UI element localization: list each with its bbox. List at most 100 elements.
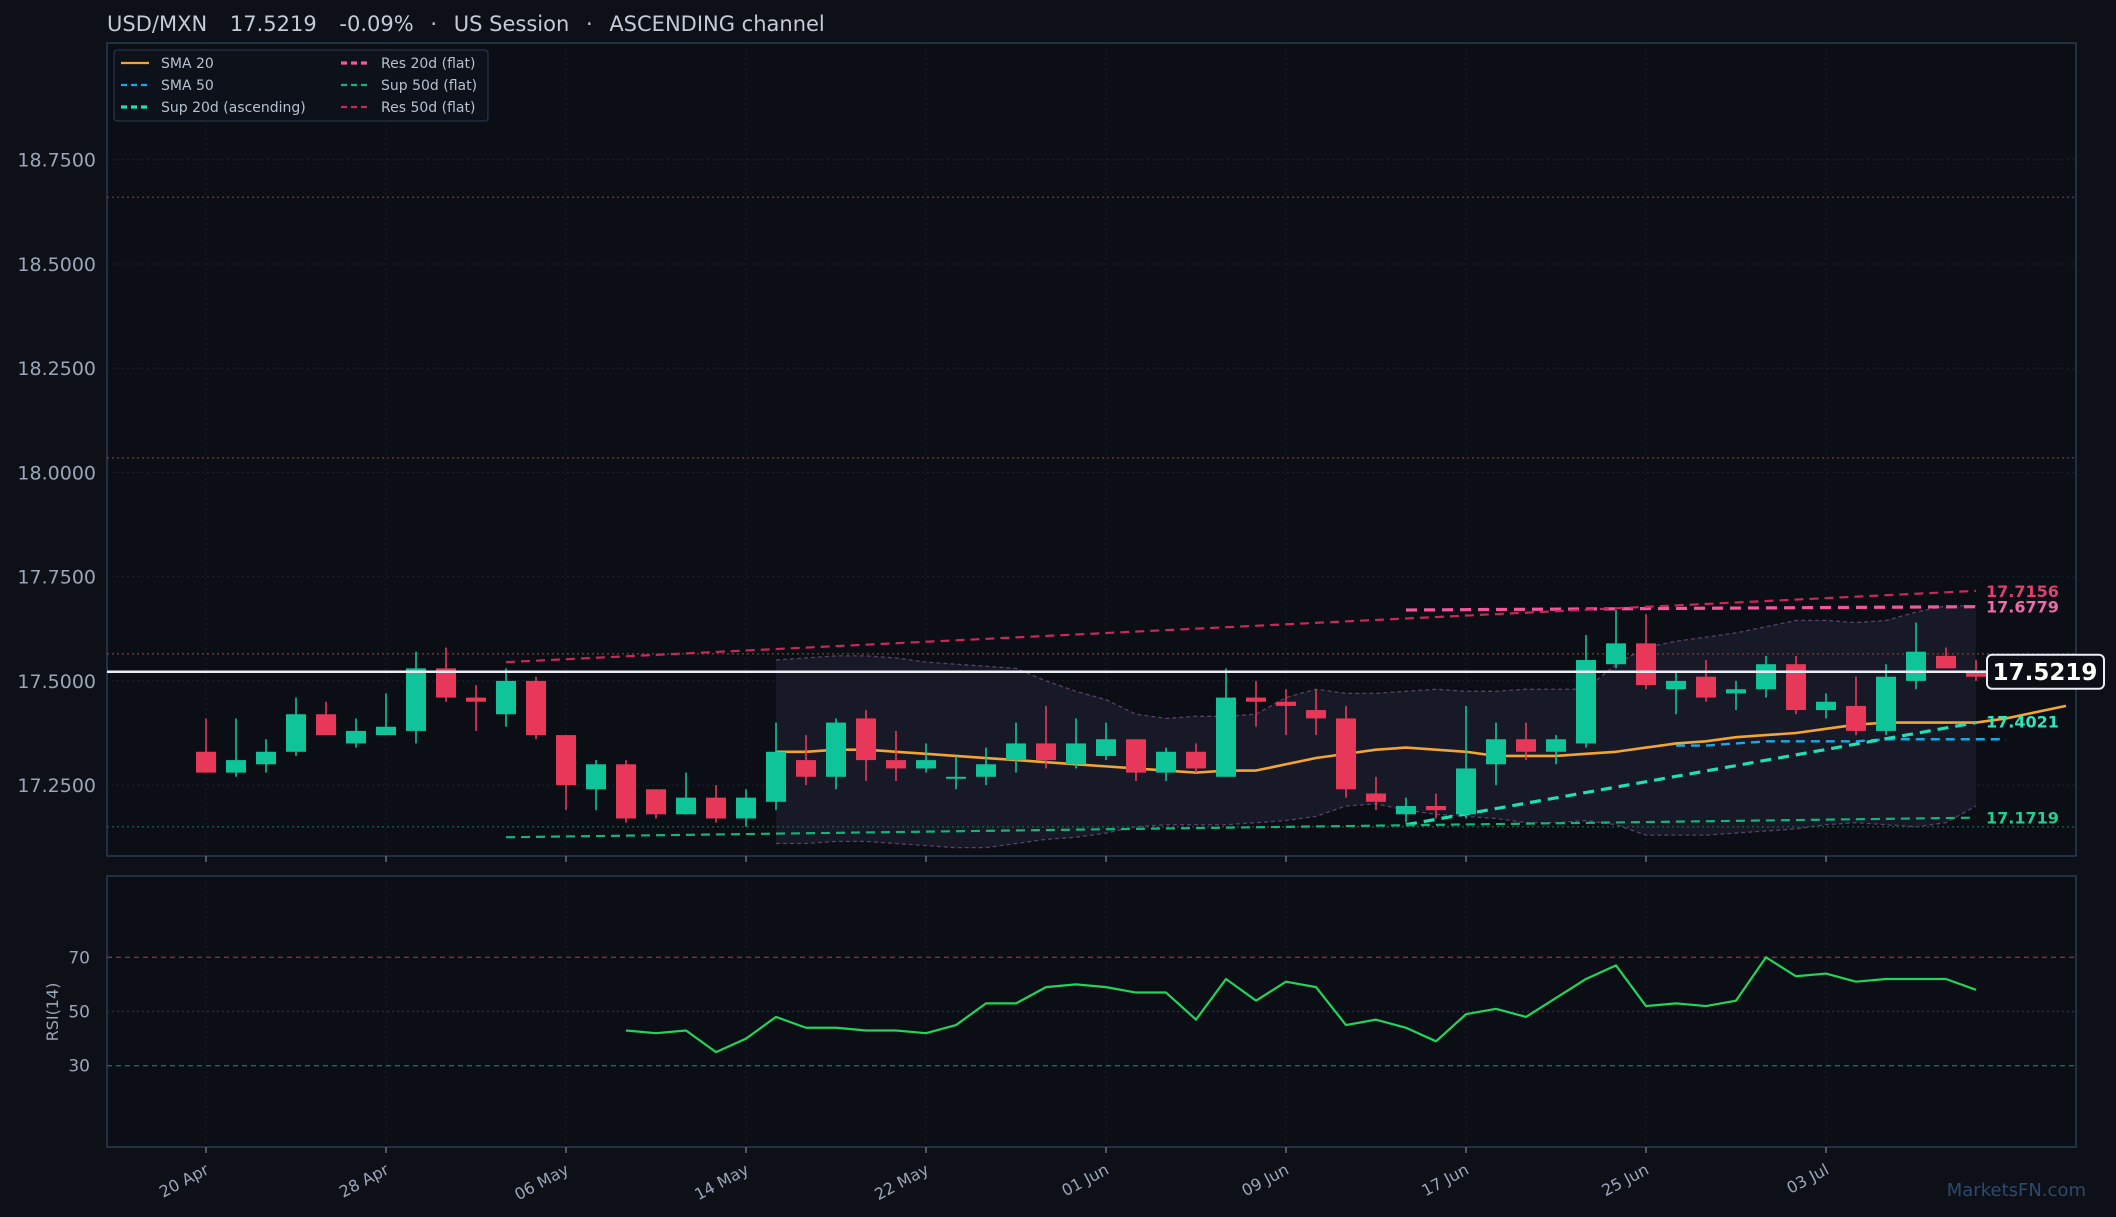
rsi-y-axis: 30 50 70 (68, 948, 90, 1076)
candle-body (1006, 743, 1026, 761)
candle-body (526, 680, 546, 736)
candle (856, 710, 876, 781)
rsi-series-line (625, 956, 1977, 1054)
series-line-sup-50d-flat- (505, 816, 1977, 839)
candle-body (1246, 697, 1266, 702)
candle (1066, 718, 1086, 769)
legend-label: Sup 50d (flat) (381, 78, 477, 94)
legend-box (113, 49, 489, 122)
candle (916, 743, 936, 773)
candle-body (1726, 689, 1746, 694)
candle (1006, 722, 1026, 773)
candle (1696, 660, 1716, 702)
candle (736, 789, 756, 827)
candle (676, 772, 696, 815)
candle (1816, 693, 1836, 719)
legend-entry: SMA 20 (121, 56, 214, 72)
candle-body (556, 735, 576, 786)
candle-body (1966, 672, 1986, 677)
price-tick-label: 18.7500 (17, 150, 96, 172)
candle (286, 697, 306, 756)
candle-body (1456, 768, 1476, 815)
res50-value-label: 17.7156 (1986, 582, 2059, 601)
candle-body (256, 751, 276, 765)
candle (886, 730, 906, 781)
series-line-sup-20d-ascending- (1405, 721, 1977, 827)
candle (526, 676, 546, 740)
legend-label: Res 20d (flat) (381, 56, 475, 72)
candle-body (1666, 680, 1686, 690)
candle-body (706, 797, 726, 819)
reference-lines (107, 196, 2076, 828)
candle-body (1696, 676, 1716, 698)
title-channel: ASCENDING channel (609, 12, 824, 36)
candle-body (1486, 739, 1506, 765)
candle (1846, 676, 1866, 736)
candle (1486, 722, 1506, 786)
candle (316, 701, 336, 736)
candle (226, 718, 246, 777)
legend-label: SMA 50 (161, 78, 214, 94)
candle (1426, 793, 1446, 819)
candle-body (1546, 739, 1566, 752)
rsi-guide-lines (107, 876, 2076, 1147)
title-sep-1: · (430, 12, 437, 36)
series-line-res-50d-flat- (505, 589, 1977, 664)
candle (1726, 680, 1746, 711)
candle-body (1186, 751, 1206, 769)
current-price-label: 17.5219 (1993, 660, 2098, 686)
candle-body (196, 751, 216, 773)
watermark: MarketsFN.com (1947, 1180, 2086, 1201)
candle-body (436, 668, 456, 698)
candle-body (886, 760, 906, 769)
series-line-res-20d-flat- (1405, 605, 1977, 612)
price-tick-label: 17.2500 (17, 775, 96, 797)
rsi-tick-label: 70 (68, 948, 90, 968)
candle (436, 647, 456, 702)
candle-body (1846, 705, 1866, 731)
candle-body (1426, 805, 1446, 811)
res20-value-label: 17.6779 (1986, 598, 2059, 617)
candle-body (856, 718, 876, 761)
title-change: -0.09% (339, 12, 413, 36)
candle-body (1816, 701, 1836, 711)
candle-body (1576, 660, 1596, 744)
candle (1276, 689, 1296, 736)
legend: SMA 20 SMA 50 Sup 20d (ascending) Res 20d (… (113, 49, 489, 122)
current-price-line: 17.5219 (107, 653, 2105, 690)
candle (376, 693, 396, 736)
candle-body (916, 760, 936, 769)
candle (646, 789, 666, 819)
candle (1126, 739, 1146, 781)
candle-body (1036, 743, 1056, 761)
candle-body (1066, 743, 1086, 765)
legend-entries: SMA 20 SMA 50 Sup 20d (ascending) Res 20d (… (121, 56, 477, 116)
candle-body (1366, 793, 1386, 802)
price-tick-label: 18.0000 (17, 462, 96, 484)
candle (1246, 680, 1266, 727)
candle (466, 685, 486, 731)
candle (766, 722, 786, 811)
candle (1546, 735, 1566, 765)
candle-body (736, 797, 756, 819)
candle (1516, 722, 1536, 761)
candle-body (1156, 751, 1176, 773)
candles (196, 610, 1986, 827)
candle (1306, 689, 1326, 736)
chart-title: USD/MXN 17.5219 -0.09% · US Session · AS… (107, 12, 825, 36)
candle-body (976, 764, 996, 777)
candle (496, 668, 516, 727)
candle (1186, 743, 1206, 773)
candle (1906, 622, 1926, 690)
candle (1036, 705, 1056, 769)
candle (706, 785, 726, 823)
candle (1876, 664, 1896, 736)
price-panel: 17.5219 17.2500 17.5000 17.7500 18.0000 18.2… (17, 42, 2105, 857)
candle-body (796, 760, 816, 777)
candle-body (1876, 676, 1896, 731)
candle-body (1906, 651, 1926, 681)
title-session: US Session (454, 12, 570, 36)
candle-body (1336, 718, 1356, 790)
